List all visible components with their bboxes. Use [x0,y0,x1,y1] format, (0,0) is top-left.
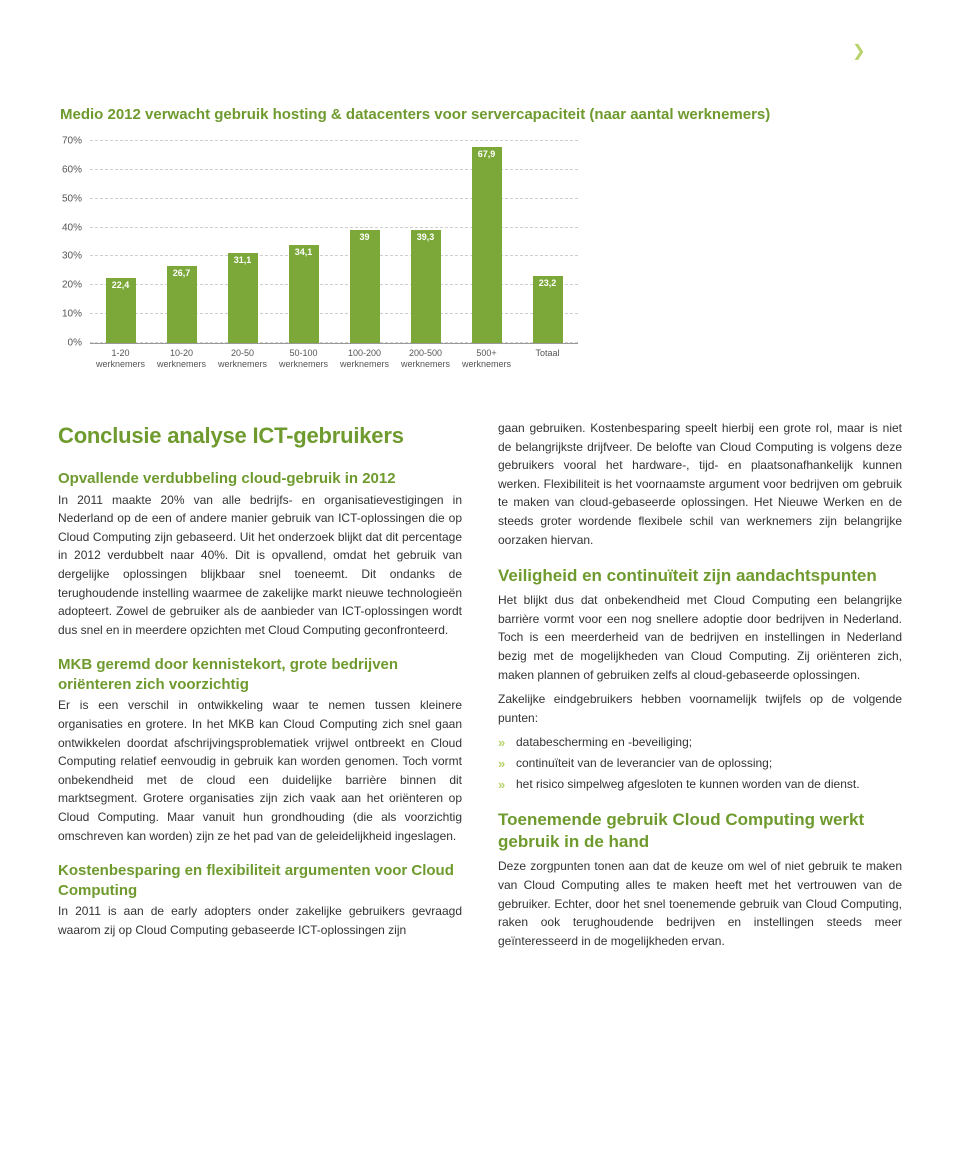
list-item: continuïteit van de leverancier van de o… [498,754,902,773]
bar: 22,4 [106,278,136,343]
page-header: analyse van ICT-gebruikers ❯ 15 [58,36,902,66]
bullet-list: databescherming en -beveiliging; continuï… [498,733,902,793]
bar-value-label: 39 [350,232,380,242]
heading-conclusie: Conclusie analyse ICT-gebruikers [58,419,462,453]
bar-value-label: 23,2 [533,278,563,288]
x-tick-label: 500+werknemers [456,344,517,371]
x-tick-label: Totaal [517,344,578,371]
y-tick-label: 40% [62,222,90,233]
bar-value-label: 26,7 [167,268,197,278]
subheading-mkb: MKB geremd door kennistekort, grote bedr… [58,655,462,694]
y-tick-label: 10% [62,309,90,320]
page-number: 15 [878,36,902,62]
list-item: het risico simpelweg afgesloten te kunne… [498,775,902,794]
chevron-icon: ❯ [852,44,865,60]
subheading-opvallende: Opvallende verdubbeling cloud-gebruik in… [58,469,462,489]
bar-value-label: 67,9 [472,149,502,159]
chart-title: Medio 2012 verwacht gebruik hosting & da… [60,106,902,123]
x-tick-label: 20-50werknemers [212,344,273,371]
right-column: gaan gebruiken. Kostenbesparing speelt h… [498,419,902,956]
subheading-kosten: Kostenbesparing en flexibiliteit argumen… [58,861,462,900]
bar: 26,7 [167,266,197,343]
bar: 39 [350,230,380,343]
y-tick-label: 20% [62,280,90,291]
list-item: databescherming en -beveiliging; [498,733,902,752]
paragraph: Het blijkt dus dat onbekendheid met Clou… [498,591,902,684]
x-tick-label: 200-500werknemers [395,344,456,371]
paragraph: Deze zorgpunten tonen aan dat de keuze o… [498,857,902,950]
left-column: Conclusie analyse ICT-gebruikers Opvalle… [58,419,462,956]
bar-chart-block: Medio 2012 verwacht gebruik hosting & da… [58,106,902,371]
bar-chart: 0%10%20%30%40%50%60%70%22,426,731,134,13… [90,141,578,371]
x-tick-label: 50-100werknemers [273,344,334,371]
subheading-veiligheid: Veiligheid en continuïteit zijn aandacht… [498,565,902,587]
y-tick-label: 30% [62,251,90,262]
x-tick-label: 10-20werknemers [151,344,212,371]
y-tick-label: 60% [62,164,90,175]
section-label: analyse van ICT-gebruikers [654,43,841,59]
paragraph: Er is een verschil in ontwikkeling waar … [58,696,462,845]
bar: 31,1 [228,253,258,343]
bar: 34,1 [289,245,319,343]
bar: 39,3 [411,230,441,343]
y-tick-label: 50% [62,193,90,204]
paragraph: In 2011 is aan de early adopters onder z… [58,902,462,939]
subheading-toenemende: Toenemende gebruik Cloud Computing werkt… [498,809,902,853]
bar: 23,2 [533,276,563,343]
y-tick-label: 0% [68,338,90,349]
paragraph: Zakelijke eindgebruikers hebben voorname… [498,690,902,727]
bar-value-label: 22,4 [106,280,136,290]
y-tick-label: 70% [62,136,90,147]
paragraph: gaan gebruiken. Kostenbesparing speelt h… [498,419,902,549]
x-tick-label: 1-20werknemers [90,344,151,371]
bar-value-label: 39,3 [411,232,441,242]
bar-value-label: 31,1 [228,255,258,265]
body-columns: Conclusie analyse ICT-gebruikers Opvalle… [58,419,902,956]
x-tick-label: 100-200werknemers [334,344,395,371]
bar-value-label: 34,1 [289,247,319,257]
paragraph: In 2011 maakte 20% van alle bedrijfs- en… [58,491,462,640]
bar: 67,9 [472,147,502,343]
